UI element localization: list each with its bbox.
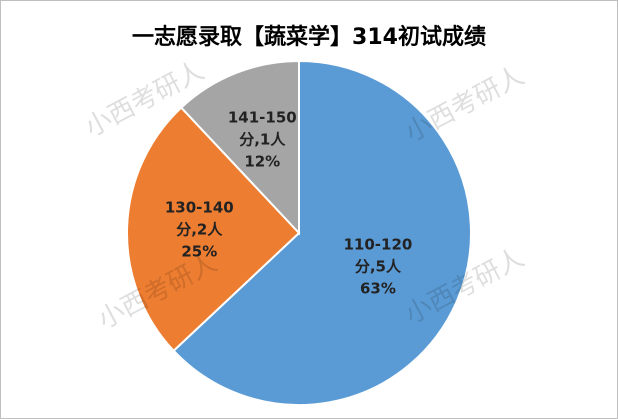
slice-label: 141-150	[228, 109, 297, 127]
slice-value-label: 63%	[360, 280, 396, 298]
slice-label: 110-120	[343, 236, 412, 254]
pie-slice	[126, 106, 301, 353]
slice-label: 分,2人	[176, 220, 223, 238]
slice-label: 分,5人	[355, 258, 402, 276]
pie-slice	[179, 59, 300, 236]
slice-value-label: 12%	[244, 153, 280, 171]
slice-value-label: 25%	[181, 242, 217, 260]
pie-slice	[172, 59, 472, 406]
chart-title: 一志愿录取【蔬菜学】314初试成绩	[132, 24, 486, 50]
pie: 110-120 分,5人 63% 130-140 分,2人 25% 141-150 分,1人 1…	[126, 59, 472, 406]
slice-label: 130-140	[165, 198, 234, 216]
slice-label: 分,1人	[239, 131, 286, 149]
